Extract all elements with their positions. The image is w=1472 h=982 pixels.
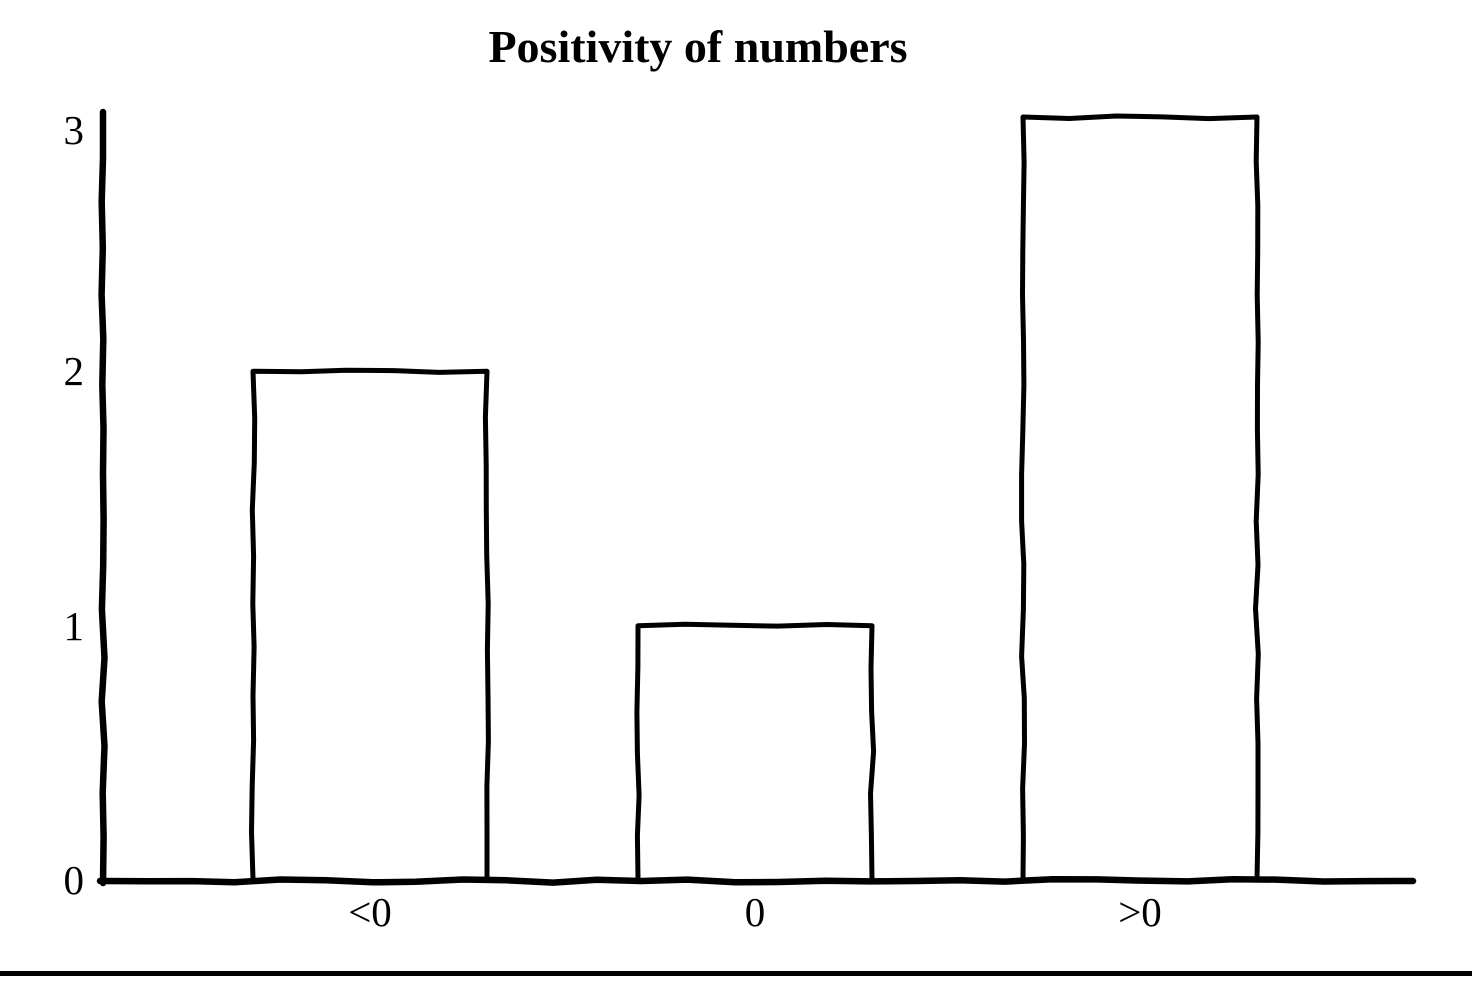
y-tick-label: 2 [63, 348, 85, 395]
x-axis-line [96, 876, 1417, 886]
bar-2 [634, 621, 877, 882]
x-tick-label: 0 [744, 889, 766, 935]
y-tick-label: 0 [63, 857, 85, 903]
bar-1 [249, 367, 491, 882]
y-tick-label: 1 [63, 602, 85, 649]
x-tick-label: <0 [348, 889, 392, 935]
bar-3 [1019, 113, 1261, 882]
bottom-border-line [0, 971, 1472, 976]
y-axis-line [98, 108, 108, 887]
x-tick-label: >0 [1118, 889, 1162, 935]
chart-title: Positivity of numbers [488, 21, 908, 72]
y-tick-label: 3 [63, 107, 85, 153]
